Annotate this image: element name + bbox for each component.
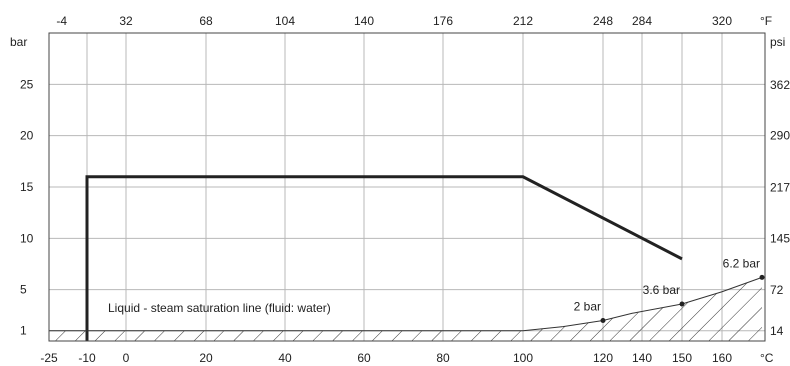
y-axis-left-unit: bar: [10, 35, 27, 49]
operating-limit-line: [85, 175, 683, 341]
y-tick-label-bar: 5: [20, 283, 27, 297]
saturation-point-label: 3.6 bar: [643, 283, 680, 297]
x-axis-bottom-unit: °C: [760, 351, 774, 365]
x-tick-label-celsius: 120: [593, 351, 613, 365]
y-tick-label-psi: 362: [770, 78, 790, 92]
y-tick-label-psi: 290: [770, 129, 790, 143]
x-tick-label-fahrenheit: 140: [354, 14, 374, 28]
y-tick-label-bar: 20: [20, 129, 34, 143]
x-tick-label-celsius: 160: [712, 351, 732, 365]
y-tick-label-bar: 15: [20, 180, 34, 194]
x-tick-label-fahrenheit: 212: [513, 14, 533, 28]
saturation-line-annotation: Liquid - steam saturation line (fluid: w…: [108, 301, 331, 315]
y-tick-label-psi: 217: [770, 180, 790, 194]
x-tick-label-celsius: 0: [123, 351, 130, 365]
y-axis-right-unit: psi: [770, 35, 785, 49]
x-tick-label-celsius: 80: [436, 351, 450, 365]
x-tick-label-fahrenheit: 248: [593, 14, 613, 28]
x-tick-label-celsius: -25: [40, 351, 58, 365]
x-tick-label-fahrenheit: 176: [433, 14, 453, 28]
saturation-region: [49, 277, 762, 341]
x-tick-label-celsius: 20: [199, 351, 213, 365]
x-tick-label-fahrenheit: 32: [119, 14, 133, 28]
y-tick-label-bar: 1: [20, 324, 27, 338]
x-tick-label-celsius: 150: [672, 351, 692, 365]
y-tick-label-bar: 25: [20, 77, 34, 91]
x-tick-label-fahrenheit: 284: [632, 14, 652, 28]
x-tick-label-celsius: 100: [513, 351, 533, 365]
y-tick-label-psi: 14: [770, 324, 784, 338]
x-tick-label-fahrenheit: 104: [275, 14, 295, 28]
series: [49, 175, 765, 341]
x-axis-top-unit: °F: [760, 14, 772, 28]
saturation-point-marker: [759, 274, 765, 280]
x-tick-label-celsius: 60: [357, 351, 371, 365]
x-tick-label-celsius: -10: [78, 351, 96, 365]
saturation-point-label: 6.2 bar: [723, 256, 760, 270]
x-tick-label-fahrenheit: 68: [199, 14, 213, 28]
x-tick-label-fahrenheit: -4: [56, 14, 67, 28]
plot-frame: [48, 32, 766, 342]
saturation-curve: [49, 276, 763, 332]
x-tick-label-celsius: 140: [632, 351, 652, 365]
x-tick-label-fahrenheit: 320: [712, 14, 732, 28]
tick-labels: -25 -10 0 20 40 60 80 100 120 140 150 160-4 32 68 104 1…: [20, 14, 790, 365]
y-tick-label-psi: 72: [770, 283, 784, 297]
saturation-point-marker: [679, 301, 685, 307]
annotations: 2 bar 3.6 bar 6.2 bar: [574, 256, 760, 313]
saturation-point-marker: [600, 317, 606, 323]
y-tick-label-bar: 10: [20, 231, 34, 245]
saturation-hatch-area: [49, 277, 762, 341]
saturation-point-label: 2 bar: [574, 299, 601, 313]
y-tick-label-psi: 145: [770, 231, 790, 245]
x-tick-label-celsius: 40: [278, 351, 292, 365]
